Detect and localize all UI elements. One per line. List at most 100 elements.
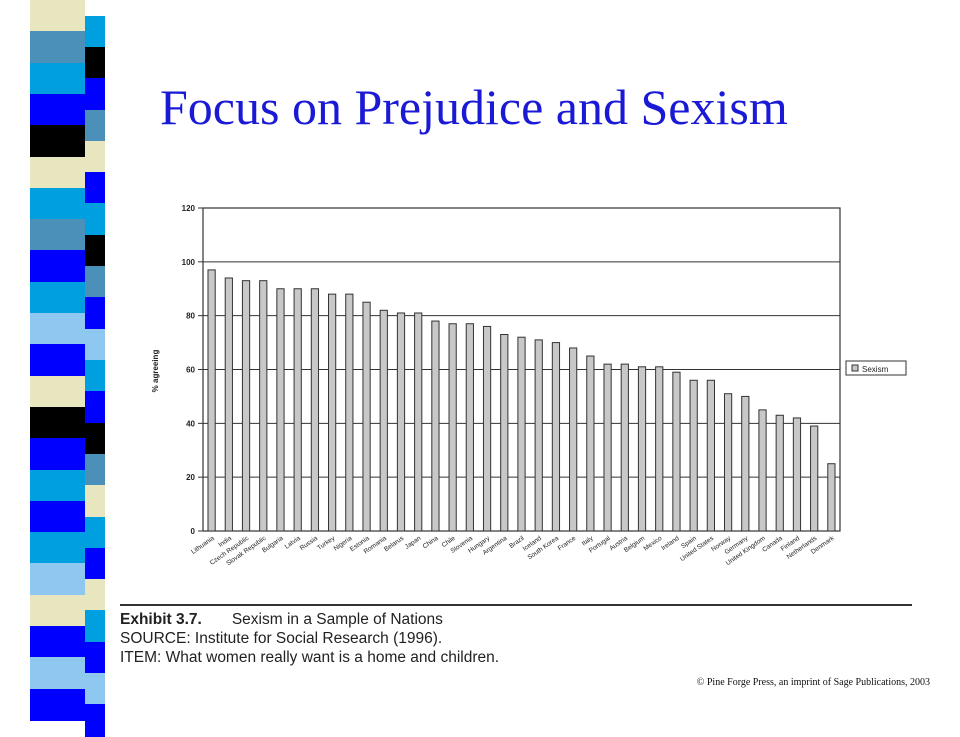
stripe-block [85,328,105,361]
stripe-block [30,688,85,721]
bar [224,277,233,532]
bar [586,355,595,532]
legend-label: Sexism [862,365,889,374]
stripe-block [30,375,85,408]
bar [637,366,647,532]
bar [758,409,767,532]
bar [827,463,836,532]
y-tick-label: 120 [182,204,196,213]
bar [775,414,784,532]
stripe-block [85,453,105,487]
bar [259,280,268,532]
bar [293,288,302,532]
y-tick-label: 0 [191,527,196,536]
stripe-block [85,610,105,643]
stripe-block [30,125,85,158]
y-tick-label: 80 [186,312,195,321]
bar [310,288,320,532]
stripe-block [30,438,85,471]
stripe-block [30,313,85,346]
stripe-block [85,704,105,737]
bar [792,417,802,532]
bar [465,323,474,532]
bar [431,320,440,532]
stripe-block [30,500,85,534]
stripe-block [85,15,105,48]
stripe-block [85,391,105,424]
stripe-block [85,140,105,174]
bar [328,293,337,532]
stripe-block [85,297,105,330]
stripe-block [85,203,105,236]
bar [551,342,561,532]
stripe-block [30,406,85,440]
stripe-block [30,31,85,64]
exhibit-item: ITEM: What women really want is a home a… [120,649,500,666]
exhibit-heading: Exhibit 3.7. Sexism in a Sample of Nation… [120,610,499,629]
bar [414,312,423,532]
bar [741,395,750,532]
exhibit-source: SOURCE: Institute for Social Research (1… [120,630,443,647]
y-tick-label: 20 [186,473,195,482]
decorative-side-stripe [0,0,105,737]
legend-box [845,360,907,376]
bar [207,269,216,532]
bar [379,309,388,532]
slide-title: Focus on Prejudice and Sexism [160,79,788,135]
exhibit-rule [120,604,912,606]
y-axis-label: % agreeing [151,350,160,393]
bar [345,293,354,532]
stripe-block [85,234,105,268]
stripe-block [85,172,105,205]
stripe-block [30,532,85,565]
y-tick-label: 100 [182,258,196,267]
exhibit-title: Sexism in a Sample of Nations [231,611,443,628]
stripe-block [30,281,85,315]
x-tick-label: Belarus [383,534,406,553]
y-tick-label: 40 [186,419,195,428]
stripe-block [85,485,105,518]
stripe-block [85,641,105,675]
bar [448,323,457,532]
stripe-block [85,78,105,111]
bar [362,301,371,532]
bar [482,325,492,532]
stripe-block [30,62,85,95]
stripe-block [30,250,85,283]
y-tick-label: 60 [186,366,195,375]
x-tick-label: Mexico [642,535,663,553]
stripe-block [30,594,85,628]
y-axis-ticks: 0 20 40 60 80 100 120 [182,204,203,536]
stripe-block [30,93,85,127]
bar [517,336,526,532]
stripe-block [85,547,105,581]
bar [620,363,629,532]
legend-swatch [851,364,859,372]
x-tick-label: Canada [761,535,784,554]
stripe-block [85,360,105,393]
bar [706,379,715,532]
stripe-block [30,626,85,659]
bar [241,280,251,532]
stripe-block [30,563,85,596]
stripe-block [30,219,85,252]
stripe-block [30,469,85,502]
x-tick-label: Lithuania [190,535,216,556]
x-tick-label: Russia [299,535,320,552]
exhibit-caption: Exhibit 3.7. Sexism in a Sample of Nation… [120,610,499,667]
x-tick-label: France [557,535,578,553]
x-tick-label: China [422,535,440,551]
stripe-block [85,266,105,299]
x-tick-label: Ireland [660,535,681,552]
stripe-block [30,187,85,221]
stripe-block [85,673,105,706]
stripe-block [85,516,105,549]
bar [603,363,612,532]
bar [396,312,406,532]
stripe-block [85,422,105,455]
bars [207,269,836,532]
bar [276,288,285,532]
x-tick-label: Japan [404,535,423,551]
